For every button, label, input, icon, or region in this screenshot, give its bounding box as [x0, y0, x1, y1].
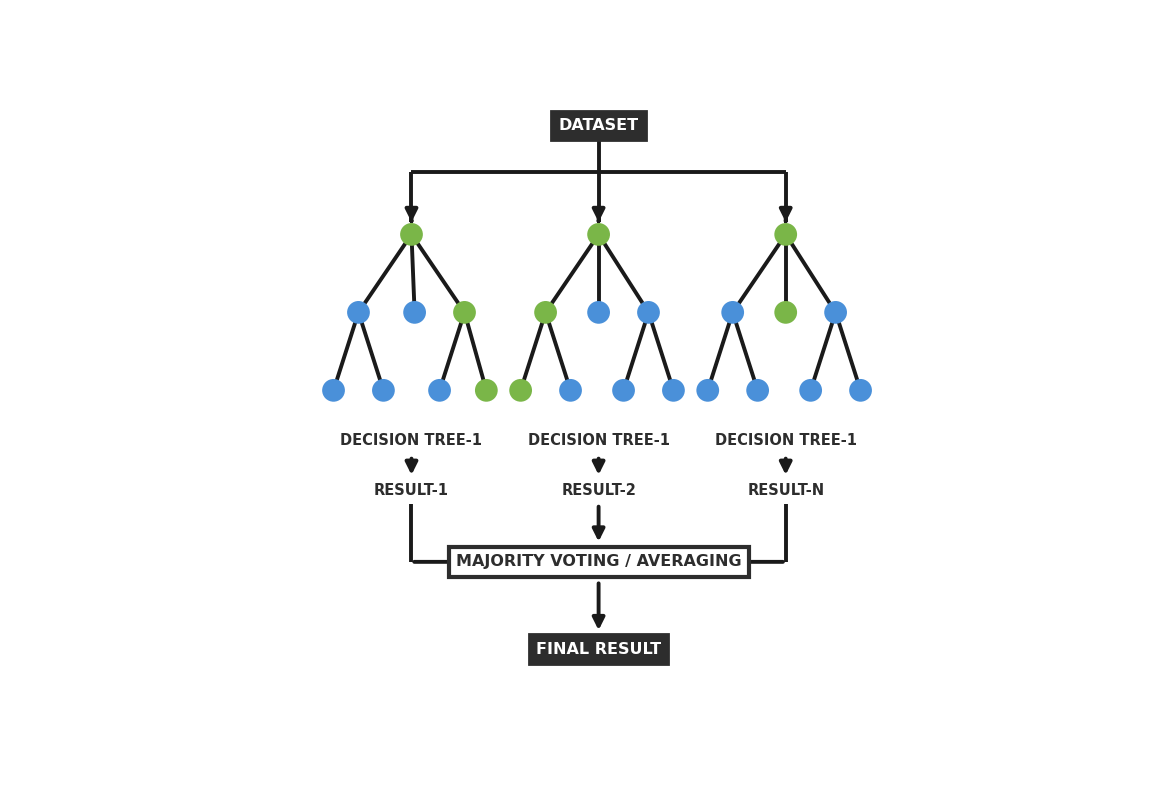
- Circle shape: [322, 379, 345, 402]
- Text: RESULT-2: RESULT-2: [561, 483, 637, 497]
- Text: RESULT-1: RESULT-1: [374, 483, 449, 497]
- Circle shape: [373, 379, 395, 402]
- Circle shape: [403, 301, 426, 324]
- Circle shape: [662, 379, 684, 402]
- Text: DECISION TREE-1: DECISION TREE-1: [715, 433, 856, 448]
- Circle shape: [588, 223, 610, 245]
- Text: MAJORITY VOTING / AVERAGING: MAJORITY VOTING / AVERAGING: [456, 554, 742, 569]
- Circle shape: [453, 301, 475, 324]
- Text: DECISION TREE-1: DECISION TREE-1: [528, 433, 669, 448]
- Text: DECISION TREE-1: DECISION TREE-1: [341, 433, 482, 448]
- Circle shape: [559, 379, 582, 402]
- Circle shape: [401, 223, 423, 245]
- Text: DATASET: DATASET: [558, 117, 639, 133]
- Text: RESULT-N: RESULT-N: [748, 483, 825, 497]
- Circle shape: [509, 379, 531, 402]
- Circle shape: [534, 301, 557, 324]
- Circle shape: [774, 301, 797, 324]
- Circle shape: [722, 301, 744, 324]
- Circle shape: [825, 301, 847, 324]
- Circle shape: [588, 301, 610, 324]
- Circle shape: [347, 301, 370, 324]
- Circle shape: [475, 379, 498, 402]
- Text: FINAL RESULT: FINAL RESULT: [536, 642, 661, 657]
- Circle shape: [746, 379, 769, 402]
- Circle shape: [696, 379, 719, 402]
- Circle shape: [429, 379, 451, 402]
- Circle shape: [774, 223, 797, 245]
- Circle shape: [799, 379, 822, 402]
- Circle shape: [637, 301, 660, 324]
- Circle shape: [612, 379, 635, 402]
- Circle shape: [849, 379, 872, 402]
